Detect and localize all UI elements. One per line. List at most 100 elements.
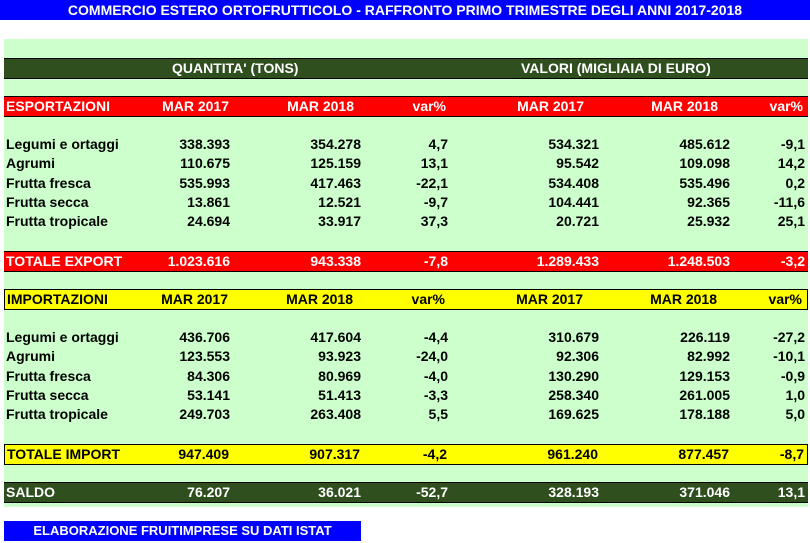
table-cell: 123.553 xyxy=(179,348,230,365)
table-cell: 338.393 xyxy=(179,136,230,152)
table-cell: -9,7 xyxy=(423,193,448,210)
column-header: MAR 2018 xyxy=(287,98,354,114)
table-cell: 485.612 xyxy=(679,136,730,152)
values-group-header: VALORI (MIGLIAIA DI EURO) xyxy=(521,60,711,76)
column-header: MAR 2017 xyxy=(162,98,229,114)
table-cell: 310.679 xyxy=(548,329,599,345)
table-cell: -4,2 xyxy=(422,446,447,462)
table-cell: 33.917 xyxy=(318,213,361,230)
import-header-row: IMPORTAZIONI MAR 2017 MAR 2018 var% MAR … xyxy=(4,289,808,310)
table-cell: 104.441 xyxy=(548,193,599,210)
table-cell: 226.119 xyxy=(680,329,730,345)
table-cell: 37,3 xyxy=(420,213,448,230)
table-cell: 110.675 xyxy=(180,155,230,172)
table-cell: 1.289.433 xyxy=(536,253,599,269)
table-cell: 95.542 xyxy=(556,155,599,172)
table-row: Frutta fresca 535.993 417.463 -22,1 534.408 5… xyxy=(4,174,808,193)
table-cell: 125.159 xyxy=(310,155,361,172)
table-cell: 907.317 xyxy=(309,446,360,462)
table-cell: -24,0 xyxy=(416,348,448,365)
column-header: MAR 2017 xyxy=(516,291,583,307)
table-row: Agrumi 123.553 93.923 -24,0 92.306 82.992 -10,… xyxy=(4,347,808,366)
export-header-row: ESPORTAZIONI MAR 2017 MAR 2018 var% MAR … xyxy=(4,96,808,117)
table-row: Legumi e ortaggi 338.393 354.278 4,7 534.321… xyxy=(4,135,808,154)
table-cell: 24.694 xyxy=(187,213,230,230)
row-label: Legumi e ortaggi xyxy=(6,136,119,152)
table-cell: 80.969 xyxy=(318,367,361,384)
table-cell: 1.248.503 xyxy=(667,253,730,269)
table-cell: 1,0 xyxy=(785,386,805,403)
row-label: Agrumi xyxy=(6,348,55,365)
column-header: MAR 2018 xyxy=(286,291,353,307)
table-cell: 76.207 xyxy=(187,484,230,500)
table-cell: -8,7 xyxy=(779,446,804,462)
table-cell: 417.604 xyxy=(310,329,361,345)
export-total-row: TOTALE EXPORT 1.023.616 943.338 -7,8 1.2… xyxy=(4,251,808,272)
table-cell: 5,5 xyxy=(428,406,448,423)
total-label: TOTALE IMPORT xyxy=(7,446,121,462)
table-cell: 5,0 xyxy=(785,406,805,423)
data-table-panel: QUANTITA' (TONS) VALORI (MIGLIAIA DI EUR… xyxy=(4,39,808,507)
table-cell: 13,1 xyxy=(777,484,805,500)
table-cell: 4,7 xyxy=(428,136,448,152)
table-cell: 82.992 xyxy=(687,348,730,365)
table-cell: 261.005 xyxy=(679,386,730,403)
table-cell: 36.021 xyxy=(318,484,361,500)
table-cell: 93.923 xyxy=(318,348,361,365)
import-section-label: IMPORTAZIONI xyxy=(7,291,108,307)
page-title: COMMERCIO ESTERO ORTOFRUTTICOLO - RAFFRO… xyxy=(0,0,810,20)
table-row: Frutta secca 53.141 51.413 -3,3 258.340 261.0… xyxy=(4,386,808,405)
row-label: Frutta fresca xyxy=(6,367,91,384)
table-cell: -0,9 xyxy=(780,367,805,384)
table-cell: 371.046 xyxy=(679,484,730,500)
table-cell: 14,2 xyxy=(777,155,805,172)
row-label: Frutta tropicale xyxy=(6,406,108,423)
table-cell: 12.521 xyxy=(318,193,361,210)
table-cell: 169.625 xyxy=(548,406,599,423)
table-cell: 53.141 xyxy=(187,386,230,403)
table-cell: -11,6 xyxy=(773,193,805,210)
table-cell: 328.193 xyxy=(548,484,599,500)
table-row: Frutta fresca 84.306 80.969 -4,0 130.290 129.… xyxy=(4,367,808,386)
table-cell: 92.306 xyxy=(556,348,599,365)
table-cell: 130.290 xyxy=(548,367,599,384)
table-cell: -3,2 xyxy=(780,253,805,269)
table-cell: 249.703 xyxy=(179,406,230,423)
column-header: var% xyxy=(769,98,803,114)
table-cell: 92.365 xyxy=(687,193,730,210)
column-header: var% xyxy=(412,98,446,114)
table-cell: 263.408 xyxy=(310,406,361,423)
table-cell: 535.496 xyxy=(679,174,730,191)
table-cell: 943.338 xyxy=(310,253,361,269)
column-header: var% xyxy=(411,291,445,307)
balance-row: SALDO 76.207 36.021 -52,7 328.193 371.04… xyxy=(4,482,808,503)
table-cell: 534.321 xyxy=(548,136,599,152)
table-row: Frutta tropicale 24.694 33.917 37,3 20.721 25… xyxy=(4,212,808,231)
table-cell: 877.457 xyxy=(678,446,729,462)
column-header: MAR 2017 xyxy=(517,98,584,114)
column-header: MAR 2018 xyxy=(651,98,718,114)
table-cell: 129.153 xyxy=(679,367,730,384)
table-cell: 13,1 xyxy=(420,155,448,172)
import-total-row: TOTALE IMPORT 947.409 907.317 -4,2 961.2… xyxy=(4,444,808,465)
table-cell: -10,1 xyxy=(773,348,805,365)
table-cell: 84.306 xyxy=(187,367,230,384)
table-cell: 417.463 xyxy=(310,174,361,191)
table-row: Frutta tropicale 249.703 263.408 5,5 169.625… xyxy=(4,405,808,424)
table-cell: 25,1 xyxy=(777,213,805,230)
table-row: Agrumi 110.675 125.159 13,1 95.542 109.098 14,… xyxy=(4,154,808,173)
table-cell: -27,2 xyxy=(773,329,805,345)
table-cell: 961.240 xyxy=(547,446,598,462)
row-label: Frutta fresca xyxy=(6,174,91,191)
table-cell: -3,3 xyxy=(423,386,448,403)
table-cell: 535.993 xyxy=(179,174,230,191)
export-section-label: ESPORTAZIONI xyxy=(6,98,110,114)
table-cell: 51.413 xyxy=(318,386,361,403)
table-cell: 354.278 xyxy=(310,136,361,152)
table-cell: -7,8 xyxy=(423,253,448,269)
table-cell: -9,1 xyxy=(780,136,805,152)
source-footer: ELABORAZIONE FRUITIMPRESE SU DATI ISTAT xyxy=(4,521,361,541)
row-label: Frutta secca xyxy=(6,193,89,210)
table-row: Frutta secca 13.861 12.521 -9,7 104.441 92.36… xyxy=(4,193,808,212)
group-header-row: QUANTITA' (TONS) VALORI (MIGLIAIA DI EUR… xyxy=(4,58,808,79)
